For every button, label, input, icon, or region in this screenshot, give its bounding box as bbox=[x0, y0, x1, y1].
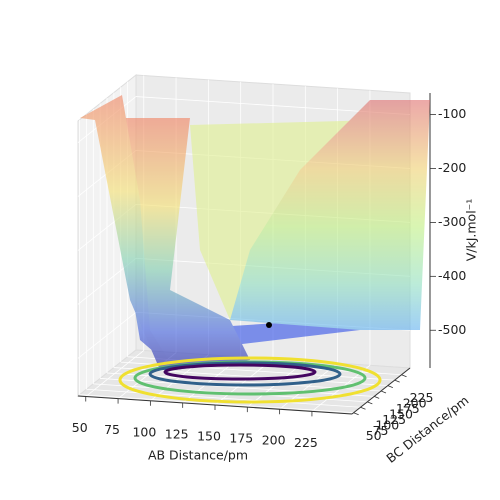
x-tick-label: 175 bbox=[229, 431, 253, 446]
tick bbox=[360, 406, 366, 410]
z-tick-label: -300 bbox=[438, 214, 466, 229]
y-axis bbox=[351, 367, 411, 415]
z-tick-label: -500 bbox=[438, 322, 466, 337]
grid-line bbox=[86, 388, 361, 408]
grid-line bbox=[100, 378, 375, 397]
grid-line bbox=[77, 311, 137, 359]
y-tick-label: 225 bbox=[410, 390, 434, 405]
y-tick-label: 200 bbox=[403, 396, 427, 411]
tick bbox=[353, 412, 359, 416]
x-axis-label: AB Distance/pm bbox=[148, 448, 248, 463]
y-tick-label: 175 bbox=[396, 401, 420, 416]
x-tick-label: 125 bbox=[165, 426, 189, 441]
tick bbox=[401, 374, 407, 378]
tick bbox=[374, 396, 380, 399]
tick bbox=[380, 390, 387, 394]
x-tick-label: 225 bbox=[294, 435, 318, 450]
grid-line bbox=[79, 394, 354, 414]
tick bbox=[387, 385, 393, 388]
z-tick-label: -100 bbox=[438, 106, 466, 121]
z-tick-label: -200 bbox=[438, 160, 466, 175]
y-tick-label: 150 bbox=[389, 407, 413, 422]
x-axis bbox=[77, 395, 353, 415]
z-axis-label: V/kJ.mol⁻¹ bbox=[464, 199, 479, 262]
contours bbox=[118, 356, 382, 404]
z-tick-label: -400 bbox=[438, 268, 466, 283]
surface bbox=[80, 95, 430, 370]
x-tick-label: 50 bbox=[72, 420, 88, 435]
y-tick-label: 100 bbox=[375, 417, 399, 432]
tick bbox=[394, 379, 400, 383]
x-tick-label: 75 bbox=[104, 422, 120, 437]
marker bbox=[266, 322, 272, 328]
y-tick-label: 125 bbox=[382, 412, 406, 427]
x-tick-label: 100 bbox=[132, 424, 156, 439]
x-tick-label: 200 bbox=[262, 433, 286, 448]
tick bbox=[367, 401, 373, 405]
y-tick-label: 50 bbox=[366, 428, 382, 443]
x-tick-label: 150 bbox=[197, 429, 221, 444]
y-tick-label: 75 bbox=[373, 423, 389, 438]
